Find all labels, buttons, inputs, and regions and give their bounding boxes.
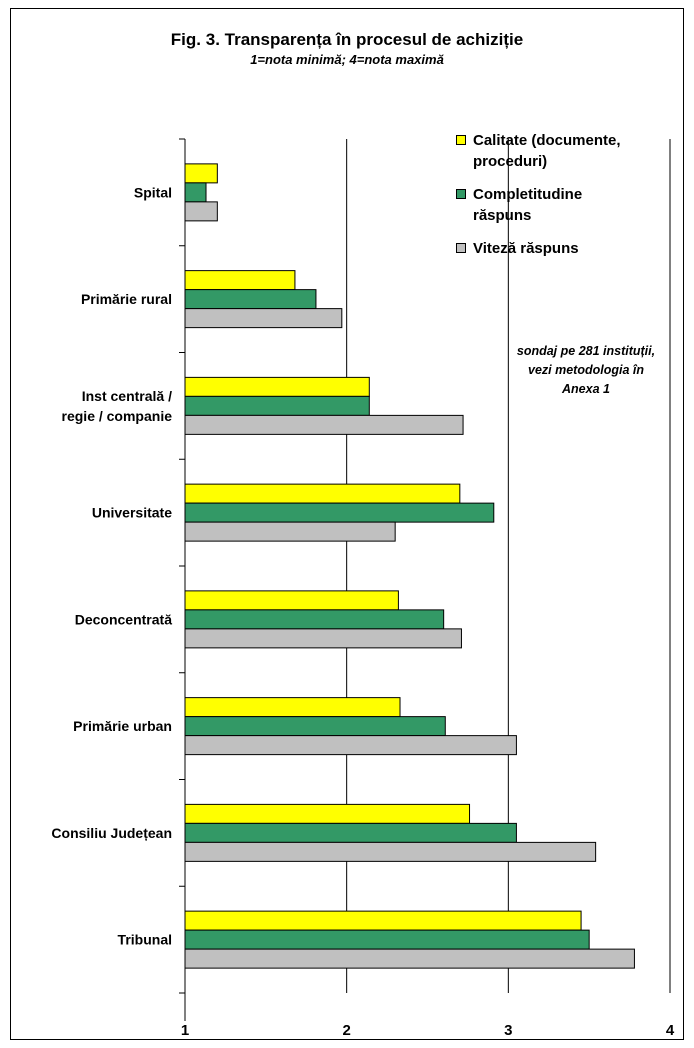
bar-1-series-2: [184, 308, 343, 329]
bar-5-series-1: [184, 716, 446, 737]
legend-label-completitudine-line-1: Completitudine: [473, 186, 583, 203]
bar-0-series-1: [184, 182, 207, 203]
bar-6-series-2: [184, 841, 597, 862]
bar-5-series-0: [184, 697, 401, 718]
bar-6-series-1: [184, 822, 517, 843]
bar-6-series-0: [184, 803, 471, 824]
bar-7-series-0: [184, 910, 582, 931]
legend-swatch-viteza: [456, 243, 466, 253]
category-label-0-line-0: Spital: [134, 184, 172, 200]
survey-annotation: sondaj pe 281 instituții, vezi metodolog…: [516, 344, 656, 396]
category-label-2-line-0: Inst centrală /: [82, 388, 172, 404]
chart-legend: Calitate (documente, proceduri) Completi…: [456, 130, 676, 271]
legend-label-viteza: Viteză răspuns: [473, 240, 579, 257]
x-tick-label-2: 2: [342, 1022, 350, 1039]
bar-1-series-0: [184, 270, 296, 291]
category-label-5: Primărie urban: [73, 718, 172, 734]
category-label-3: Universitate: [92, 505, 172, 521]
category-label-0: Spital: [134, 184, 172, 200]
category-label-7-line-0: Tribunal: [118, 932, 172, 948]
legend-label-completitudine-line-2: răspuns: [473, 207, 532, 224]
category-label-2-line-1: regie / companie: [62, 408, 173, 424]
category-label-4-line-0: Deconcentrată: [75, 611, 172, 627]
bar-2-series-2: [184, 414, 464, 435]
category-label-7: Tribunal: [118, 932, 172, 948]
legend-swatch-completitudine: [456, 189, 466, 199]
bar-7-series-2: [184, 948, 635, 969]
bar-3-series-2: [184, 521, 396, 542]
x-tick-label-4: 4: [666, 1022, 675, 1039]
bar-7-series-1: [184, 929, 590, 950]
legend-item-completitudine: Completitudine răspuns: [456, 184, 676, 226]
x-tick-label-1: 1: [181, 1022, 189, 1039]
bar-4-series-0: [184, 590, 399, 611]
legend-item-calitate: Calitate (documente, proceduri): [456, 130, 676, 172]
bar-0-series-2: [184, 201, 218, 222]
category-label-1-line-0: Primărie rural: [81, 291, 172, 307]
category-label-3-line-0: Universitate: [92, 505, 172, 521]
category-label-6: Consiliu Județean: [51, 825, 172, 841]
category-label-4: Deconcentrată: [75, 611, 172, 627]
legend-item-viteza: Viteză răspuns: [456, 238, 676, 259]
bar-2-series-0: [184, 376, 370, 397]
bar-2-series-1: [184, 395, 370, 416]
bar-5-series-2: [184, 735, 517, 756]
bar-4-series-1: [184, 609, 445, 630]
bar-0-series-0: [184, 163, 218, 184]
category-label-1: Primărie rural: [81, 291, 172, 307]
category-label-2: Inst centrală / regie / companie: [62, 388, 173, 424]
bar-1-series-1: [184, 289, 317, 310]
bar-3-series-1: [184, 502, 495, 523]
category-label-5-line-0: Primărie urban: [73, 718, 172, 734]
legend-label-calitate-line-1: Calitate (documente,: [473, 132, 621, 149]
category-label-6-line-0: Consiliu Județean: [51, 825, 172, 841]
legend-swatch-calitate: [456, 135, 466, 145]
legend-label-calitate-line-2: proceduri): [473, 153, 548, 170]
x-tick-label-3: 3: [504, 1022, 512, 1039]
bar-4-series-2: [184, 628, 462, 649]
bar-3-series-0: [184, 483, 461, 504]
chart-title: Fig. 3. Transparența în procesul de achi…: [170, 30, 524, 49]
chart-subtitle: 1=nota minimă; 4=nota maximă: [250, 52, 444, 67]
